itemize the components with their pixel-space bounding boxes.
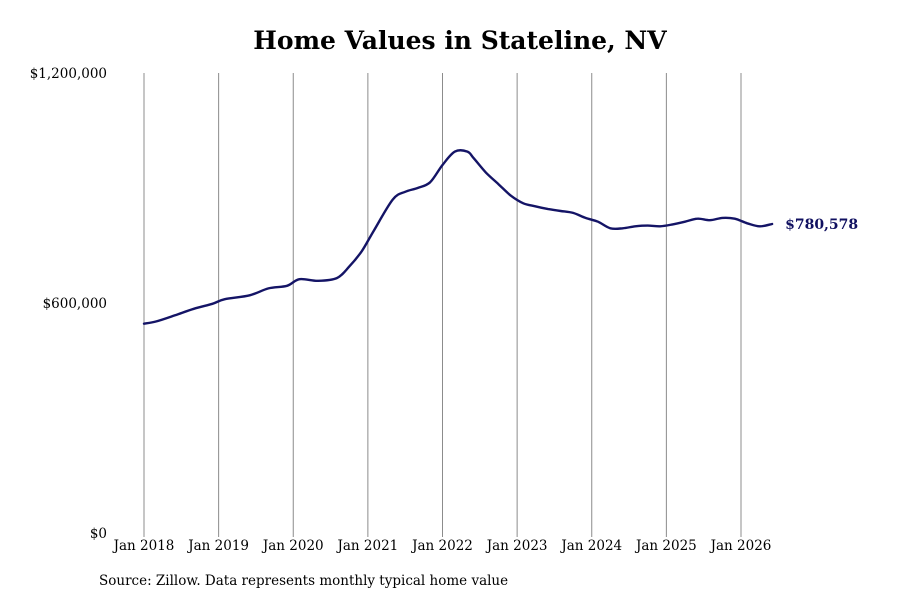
line-chart: $0$600,000$1,200,000 Jan 2018 Jan 2019 Jan… xyxy=(30,66,858,554)
x-tick-label: Jan 2022 xyxy=(410,538,473,554)
x-axis-tick-labels: Jan 2018 Jan 2019 Jan 2020 Jan 2021 Jan 2022… xyxy=(112,538,772,554)
x-tick-label: Jan 2026 xyxy=(709,538,772,554)
x-tick-label: Jan 2019 xyxy=(186,538,249,554)
y-tick-label: $1,200,000 xyxy=(30,66,107,82)
home-value-line xyxy=(142,149,774,325)
y-tick-label: $0 xyxy=(90,526,107,542)
y-tick-label: $600,000 xyxy=(43,296,107,312)
latest-value-label: $780,578 xyxy=(785,217,858,233)
y-axis-tick-labels: $0 $600,000 $1,200,000 xyxy=(30,66,107,542)
source-note: Source: Zillow. Data represents monthly … xyxy=(99,573,509,589)
x-tick-label: Jan 2018 xyxy=(112,538,175,554)
x-tick-label: Jan 2020 xyxy=(261,538,324,554)
x-tick-label: Jan 2023 xyxy=(485,538,548,554)
x-tick-label: Jan 2024 xyxy=(559,538,622,554)
x-tick-label: Jan 2025 xyxy=(634,538,697,554)
chart-title: Home Values in Stateline, NV xyxy=(253,26,667,55)
x-tick-label: Jan 2021 xyxy=(335,538,398,554)
vertical-gridlines xyxy=(143,73,742,537)
